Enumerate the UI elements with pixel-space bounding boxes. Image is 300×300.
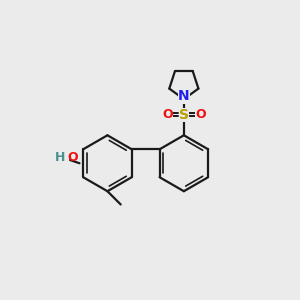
Text: N: N [178, 89, 190, 103]
Text: H: H [55, 152, 65, 164]
Text: S: S [179, 108, 189, 122]
Text: O: O [195, 108, 206, 121]
Text: O: O [68, 152, 78, 164]
Text: O: O [162, 108, 173, 121]
